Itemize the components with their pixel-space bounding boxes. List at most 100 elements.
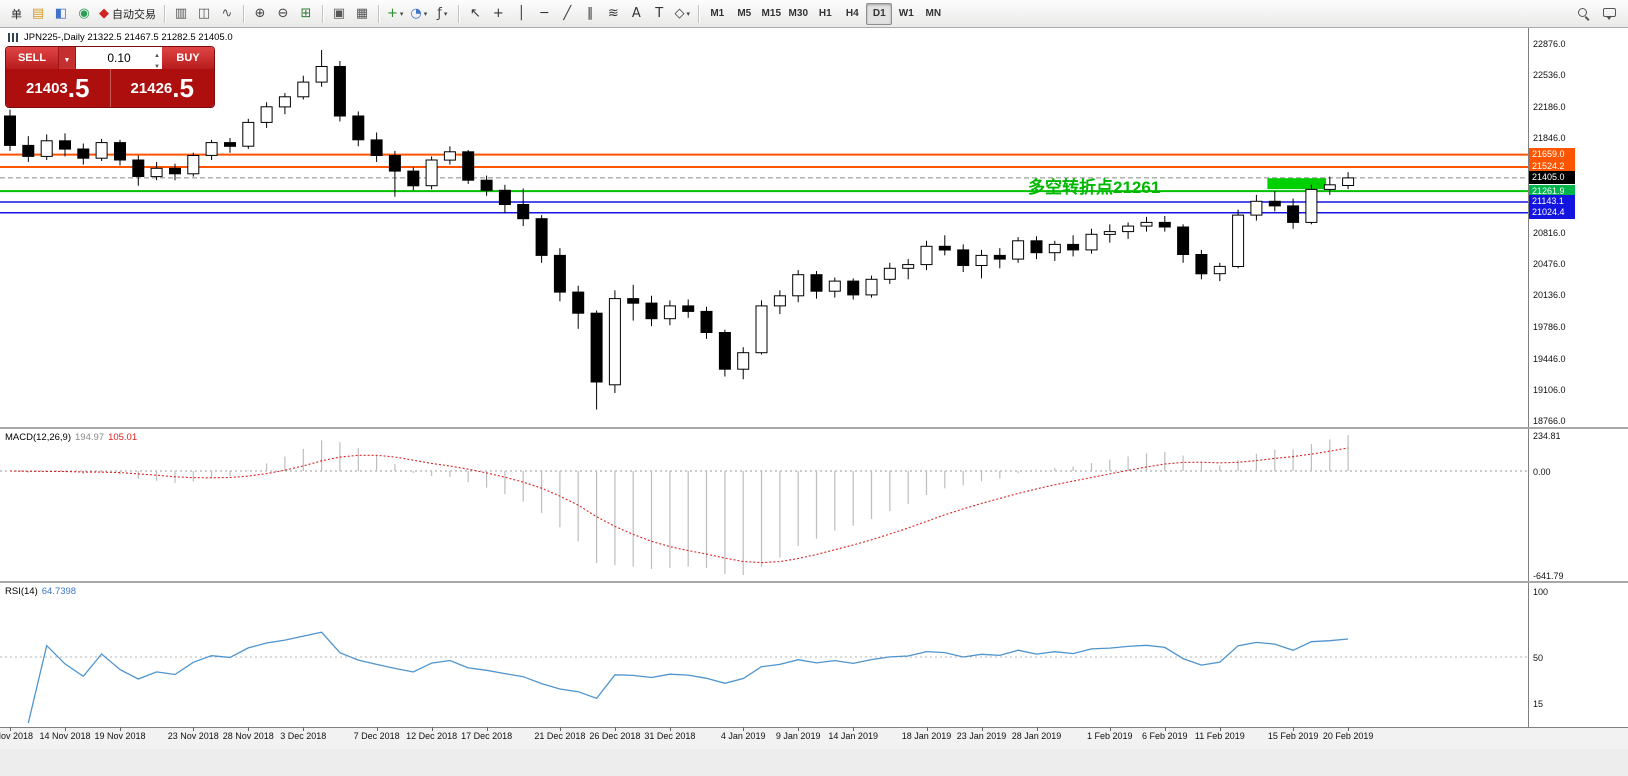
- tile-windows-button[interactable]: ⊞: [295, 3, 317, 25]
- price-chart[interactable]: [0, 28, 1528, 427]
- buy-price-display[interactable]: 21426.5: [130, 72, 194, 103]
- volume-input[interactable]: 0.10: [76, 47, 162, 69]
- date-axis-label: 26 Dec 2018: [589, 731, 641, 741]
- date-tick: [926, 727, 928, 731]
- price-axis-label: 21846.0: [1533, 133, 1566, 144]
- text-icon: A: [631, 6, 641, 21]
- new-chart-caret-icon: ▾: [399, 10, 404, 18]
- trendline-button[interactable]: ╱: [556, 3, 578, 25]
- volume-spinner[interactable]: [154, 49, 160, 71]
- horizontal-line-button[interactable]: ─: [533, 3, 555, 25]
- pivot-annotation[interactable]: 多空转折点21261: [1028, 178, 1161, 197]
- volume-value: 0.10: [107, 51, 131, 65]
- tf-m1-button[interactable]: M1: [710, 8, 725, 19]
- date-tick: [743, 727, 745, 731]
- macd-axis-label: 0.00: [1533, 466, 1551, 477]
- line-chart-button[interactable]: ∿: [216, 3, 238, 25]
- chevron-down-icon: [64, 49, 71, 67]
- date-axis-label: 31 Dec 2018: [644, 731, 696, 741]
- price-axis-label: 22536.0: [1533, 70, 1566, 81]
- bar-chart-icon: ▥: [174, 6, 188, 21]
- zoom-in-button[interactable]: ⊕: [249, 3, 271, 25]
- date-tick: [376, 727, 378, 731]
- date-axis-label: 1 Feb 2019: [1087, 731, 1133, 741]
- symbol-ohlc-text: JPN225-,Daily 21322.5 21467.5 21282.5 21…: [24, 32, 233, 43]
- macd-indicator-label: MACD(12,26,9) 194.97 105.01: [5, 432, 137, 443]
- equidistant-channel-icon: ∥: [587, 6, 594, 21]
- sell-button[interactable]: SELL: [6, 47, 58, 69]
- cursor-button[interactable]: ↖: [464, 3, 486, 25]
- date-tick: [981, 727, 983, 731]
- chart-icon: [8, 33, 19, 42]
- tf-h1-button[interactable]: H1: [818, 8, 832, 19]
- panel-divider[interactable]: [0, 581, 1628, 583]
- date-tick: [248, 727, 250, 731]
- rsi-axis-label: 15: [1533, 699, 1544, 710]
- sell-price-display[interactable]: 21403.5: [6, 69, 111, 107]
- community-button[interactable]: ◉: [73, 3, 95, 25]
- shapes-button[interactable]: ◇ ▾: [671, 3, 693, 25]
- text-button[interactable]: A: [625, 3, 647, 25]
- price-axis-label: 19446.0: [1533, 353, 1566, 364]
- zoom-out-button[interactable]: ⊖: [272, 3, 294, 25]
- search-button[interactable]: [1572, 3, 1594, 25]
- price-axis-label: 19106.0: [1533, 384, 1566, 395]
- date-axis-label: 3 Dec 2018: [280, 731, 327, 741]
- macd-axis-label: 234.81: [1533, 431, 1561, 441]
- price-axis-label: 22876.0: [1533, 39, 1566, 49]
- tf-w1-button[interactable]: W1: [898, 8, 914, 19]
- profiles-caret-icon: ▾: [423, 10, 428, 18]
- date-tick: [303, 727, 305, 731]
- new-order-label: 单: [11, 8, 22, 21]
- date-axis-label: 23 Nov 2018: [167, 731, 219, 741]
- crosshair-button[interactable]: +: [487, 3, 509, 25]
- rsi-indicator-label: RSI(14) 64.7398: [5, 586, 76, 597]
- date-axis-label: 4 Jan 2019: [720, 731, 766, 741]
- zoom-in-icon: ⊕: [254, 6, 266, 21]
- bar-chart-button[interactable]: ▥: [170, 3, 192, 25]
- tf-m15-button[interactable]: M15: [761, 8, 781, 19]
- indicators-button[interactable]: ƒ ▾: [431, 3, 453, 25]
- strategy-tester-button[interactable]: ◧: [50, 3, 72, 25]
- new-order-button[interactable]: 单: [4, 3, 26, 25]
- shapes-caret-icon: ▾: [686, 10, 691, 18]
- equidistant-channel-button[interactable]: ∥: [579, 3, 601, 25]
- tf-h4-button[interactable]: H4: [845, 8, 859, 19]
- date-axis-label: 28 Nov 2018: [222, 731, 274, 741]
- time-axis[interactable]: [0, 727, 1628, 749]
- text-label-button[interactable]: T: [648, 3, 670, 25]
- fibonacci-button[interactable]: ≋: [602, 3, 624, 25]
- tf-m5-button[interactable]: M5: [737, 8, 752, 19]
- tf-mn-button[interactable]: MN: [925, 8, 942, 19]
- date-axis-label: 23 Jan 2019: [956, 731, 1007, 741]
- buy-button[interactable]: BUY: [162, 47, 214, 69]
- cascade-windows-button[interactable]: ▣: [328, 3, 350, 25]
- date-tick: [1293, 727, 1295, 731]
- date-axis-label: 14 Jan 2019: [828, 731, 878, 741]
- trade-options-dropdown[interactable]: [58, 47, 76, 69]
- date-tick: [431, 727, 433, 731]
- date-axis-label: 21 Dec 2018: [534, 731, 586, 741]
- candlestick-chart-button[interactable]: ◫: [193, 3, 215, 25]
- price-axis-label: 18766.0: [1533, 416, 1566, 426]
- cursor-icon: ↖: [469, 6, 481, 21]
- vertical-line-button[interactable]: │: [510, 3, 532, 25]
- profiles-button[interactable]: ◔ ▾: [407, 3, 430, 25]
- panel-divider[interactable]: [0, 427, 1628, 429]
- indicators-icon: ƒ: [437, 6, 442, 21]
- price-axis-label: 19786.0: [1533, 322, 1566, 333]
- price-tag: 21405.0: [1529, 171, 1575, 185]
- autotrading-button[interactable]: ◆ 自动交易: [96, 3, 159, 25]
- tf-d1-button[interactable]: D1: [866, 2, 893, 25]
- arrange-windows-button[interactable]: ▦: [351, 3, 373, 25]
- new-chart-button[interactable]: + ▾: [384, 3, 406, 25]
- date-tick: [1348, 727, 1350, 731]
- highlight-rectangle[interactable]: [1267, 178, 1327, 190]
- tf-m30-button[interactable]: M30: [788, 8, 808, 19]
- chat-button[interactable]: [1598, 3, 1620, 25]
- toolbar-separator: [458, 4, 460, 23]
- profiles-icon: ◔: [410, 6, 422, 21]
- price-axis[interactable]: [1528, 28, 1628, 727]
- terminal-button[interactable]: ▤: [27, 3, 49, 25]
- date-axis-label: 9 Jan 2019: [775, 731, 821, 741]
